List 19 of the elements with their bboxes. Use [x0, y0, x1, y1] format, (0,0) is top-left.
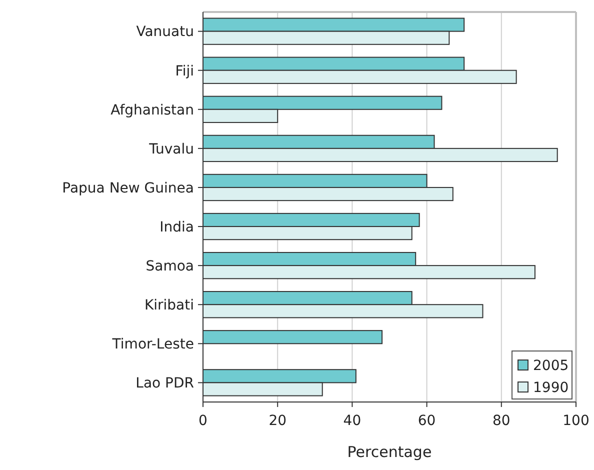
x-tick-label: 40 — [343, 413, 362, 429]
y-tick-label: Timor-Leste — [111, 336, 194, 353]
y-tick-label: Fiji — [175, 63, 194, 80]
x-tick-label: 80 — [492, 413, 510, 429]
x-tick-label: 60 — [418, 413, 436, 429]
y-tick-label: Afghanistan — [110, 102, 194, 118]
y-tick-label: Lao PDR — [136, 376, 194, 392]
y-tick-label: Vanuatu — [136, 24, 194, 40]
x-axis-title: Percentage — [347, 443, 432, 461]
y-tick-label: Tuvalu — [148, 141, 194, 158]
y-tick-label: Samoa — [146, 258, 194, 274]
legend-label: 2005 — [533, 358, 569, 374]
legend-label: 1990 — [533, 380, 569, 396]
x-tick-label: 0 — [198, 413, 208, 429]
y-tick-label: Papua New Guinea — [62, 180, 194, 196]
x-tick-label: 100 — [562, 413, 590, 429]
y-tick-label: Kiribati — [144, 298, 194, 314]
y-tick-label: India — [160, 219, 194, 236]
x-tick-label: 20 — [268, 413, 287, 429]
